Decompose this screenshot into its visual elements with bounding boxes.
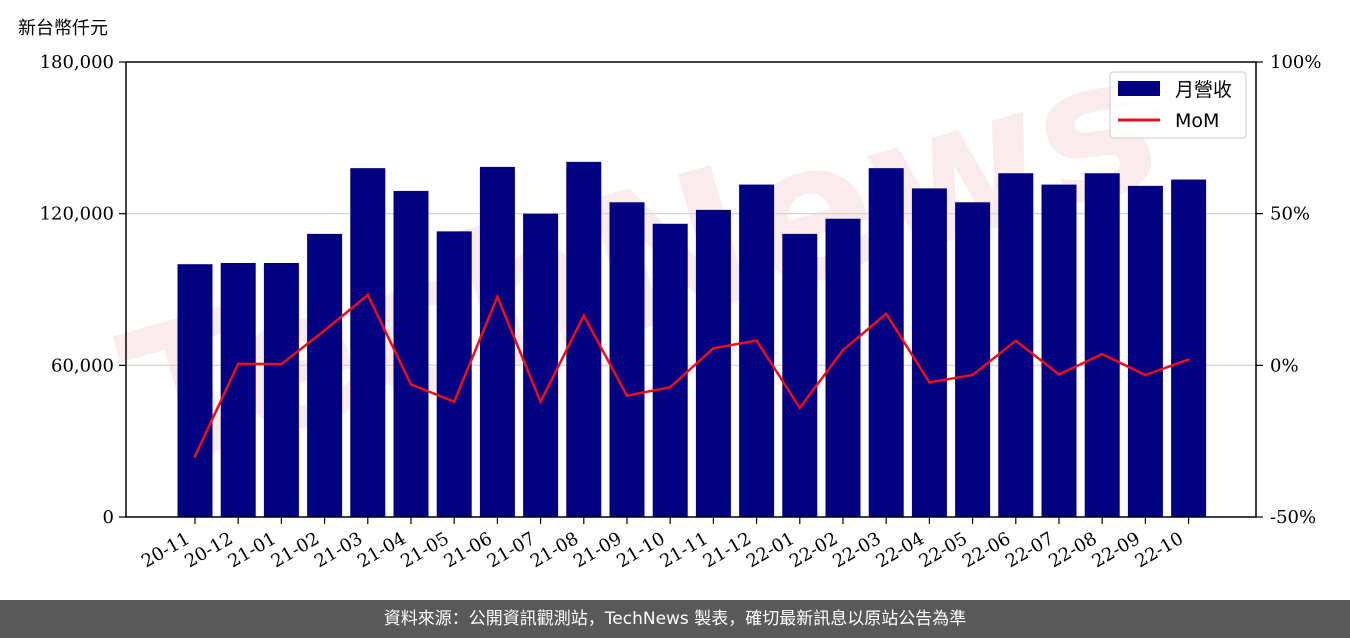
legend-label-mom: MoM — [1175, 110, 1219, 132]
left-tick-label-3: 180,000 — [40, 52, 114, 73]
mom-point-22-05 — [971, 373, 974, 377]
bar-22-03 — [868, 168, 904, 517]
right-tick-label-0: -50% — [1270, 507, 1316, 528]
bar-21-11 — [695, 209, 731, 517]
right-tick-label-1: 0% — [1270, 355, 1299, 376]
chart: TechNews 新台幣仟元 060,000120,000180,000-50%… — [18, 9, 1321, 572]
bar-21-02 — [307, 233, 343, 517]
x-tick-label-21-06: 21-06 — [440, 528, 495, 572]
x-tick-label-22-01: 22-01 — [743, 528, 798, 572]
bar-22-06 — [998, 173, 1034, 517]
mom-point-21-08 — [582, 314, 586, 317]
x-tick-label-21-05: 21-05 — [397, 528, 452, 572]
mom-point-21-05 — [452, 400, 456, 404]
x-tick-label-22-06: 22-06 — [959, 528, 1014, 572]
x-tick-label-21-01: 21-01 — [224, 528, 279, 572]
bar-21-12 — [739, 184, 775, 517]
mom-point-21-03 — [366, 293, 370, 297]
x-tick-label-20-12: 20-12 — [181, 528, 236, 572]
x-tick-label-21-02: 21-02 — [268, 528, 323, 572]
legend-label-revenue: 月營收 — [1175, 79, 1232, 101]
bar-series — [177, 161, 1207, 517]
legend: 月營收 MoM — [1109, 71, 1247, 139]
bar-21-06 — [479, 166, 515, 517]
mom-point-22-03 — [884, 312, 888, 316]
mom-point-21-11 — [712, 347, 715, 350]
mom-point-21-12 — [755, 339, 758, 342]
bar-20-11 — [177, 264, 213, 517]
left-tick-label-0: 0 — [103, 507, 114, 528]
right-tick-label-3: 100% — [1270, 52, 1321, 73]
x-tick-label-20-11: 20-11 — [138, 528, 193, 572]
bar-22-09 — [1127, 185, 1163, 517]
x-tick-label-21-10: 21-10 — [613, 528, 668, 572]
bar-21-07 — [523, 213, 559, 517]
x-tick-label-21-12: 21-12 — [700, 528, 755, 572]
mom-point-22-06 — [1014, 339, 1018, 343]
y-unit-label: 新台幣仟元 — [18, 18, 108, 39]
x-tick-label-22-07: 22-07 — [1002, 528, 1057, 572]
x-tick-label-22-10: 22-10 — [1132, 528, 1187, 572]
x-tick-label-22-08: 22-08 — [1045, 528, 1100, 572]
plot-frame — [125, 61, 1257, 518]
bar-22-02 — [825, 218, 861, 517]
mom-point-21-10 — [668, 385, 672, 389]
x-tick-label-21-11: 21-11 — [656, 528, 711, 572]
x-tick-label-22-02: 22-02 — [786, 528, 841, 572]
bar-21-03 — [350, 168, 386, 517]
left-tick-label-2: 120,000 — [40, 204, 114, 225]
x-tick-label-21-04: 21-04 — [354, 528, 409, 572]
mom-point-20-11 — [193, 455, 197, 458]
mom-point-22-10 — [1187, 358, 1190, 361]
x-tick-label-21-08: 21-08 — [527, 528, 582, 572]
mom-point-20-12 — [236, 362, 240, 366]
bar-21-01 — [263, 262, 299, 517]
mom-point-21-06 — [496, 295, 499, 299]
x-tick-label-22-03: 22-03 — [829, 528, 884, 572]
mom-point-22-02 — [841, 348, 845, 352]
left-tick-label-1: 60,000 — [51, 355, 114, 376]
bar-21-09 — [609, 202, 645, 517]
mom-point-22-08 — [1100, 352, 1104, 356]
mom-point-22-07 — [1057, 373, 1061, 376]
x-tick-label-21-09: 21-09 — [570, 528, 625, 572]
right-tick-label-2: 50% — [1270, 204, 1310, 225]
mom-point-21-01 — [280, 362, 283, 366]
x-tick-label-22-04: 22-04 — [872, 528, 927, 572]
mom-point-21-07 — [539, 400, 542, 404]
bar-22-01 — [782, 233, 818, 517]
x-tick-label-22-05: 22-05 — [916, 528, 971, 572]
x-tick-label-21-03: 21-03 — [311, 528, 366, 572]
mom-line — [193, 293, 1190, 457]
bar-22-08 — [1084, 173, 1120, 517]
mom-point-21-02 — [323, 329, 326, 332]
source-footer: 資料來源：公開資訊觀測站，TechNews 製表，確切最新訊息以原站公告為準 — [0, 600, 1350, 638]
bar-22-07 — [1041, 184, 1077, 517]
mom-point-22-09 — [1144, 373, 1147, 377]
bar-22-10 — [1171, 179, 1207, 517]
line-series — [193, 293, 1190, 458]
legend-swatch-bar — [1118, 81, 1160, 96]
x-tick-label-21-07: 21-07 — [484, 528, 539, 572]
x-tick-label-22-09: 22-09 — [1088, 528, 1143, 572]
mom-point-22-04 — [928, 381, 931, 384]
bar-21-10 — [652, 223, 688, 517]
bar-22-04 — [911, 188, 947, 517]
mom-point-22-01 — [798, 406, 802, 410]
bar-21-04 — [393, 190, 429, 517]
mom-point-21-09 — [625, 394, 629, 397]
bar-22-05 — [955, 202, 991, 517]
mom-point-21-04 — [409, 383, 413, 386]
